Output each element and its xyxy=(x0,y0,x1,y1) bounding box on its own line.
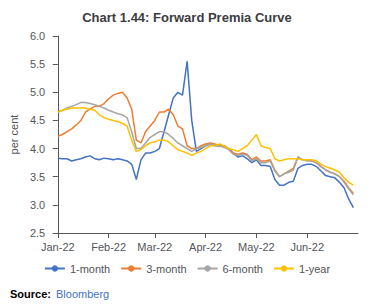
svg-text:3-month: 3-month xyxy=(146,263,186,275)
svg-text:5.0: 5.0 xyxy=(30,86,45,98)
svg-text:3.5: 3.5 xyxy=(30,171,45,183)
svg-text:5.5: 5.5 xyxy=(30,58,45,70)
svg-text:6.0: 6.0 xyxy=(30,30,45,42)
svg-text:2.5: 2.5 xyxy=(30,227,45,239)
svg-text:1-month: 1-month xyxy=(70,263,110,275)
svg-text:4.0: 4.0 xyxy=(30,143,45,155)
svg-text:Source:: Source: xyxy=(10,288,51,300)
svg-text:Chart 1.44: Forward Premia Cur: Chart 1.44: Forward Premia Curve xyxy=(82,10,292,25)
svg-text:per cent: per cent xyxy=(8,115,20,155)
svg-text:Apr-22: Apr-22 xyxy=(189,241,222,253)
svg-text:1-year: 1-year xyxy=(299,263,331,275)
svg-text:4.5: 4.5 xyxy=(30,114,45,126)
svg-text:Jun-22: Jun-22 xyxy=(290,241,324,253)
svg-text:Mar-22: Mar-22 xyxy=(137,241,172,253)
svg-text:Bloomberg: Bloomberg xyxy=(56,288,109,300)
svg-text:6-month: 6-month xyxy=(223,263,263,275)
svg-text:Feb-22: Feb-22 xyxy=(91,241,126,253)
svg-text:May-22: May-22 xyxy=(238,241,275,253)
svg-text:Jan-22: Jan-22 xyxy=(41,241,75,253)
svg-text:3.0: 3.0 xyxy=(30,199,45,211)
